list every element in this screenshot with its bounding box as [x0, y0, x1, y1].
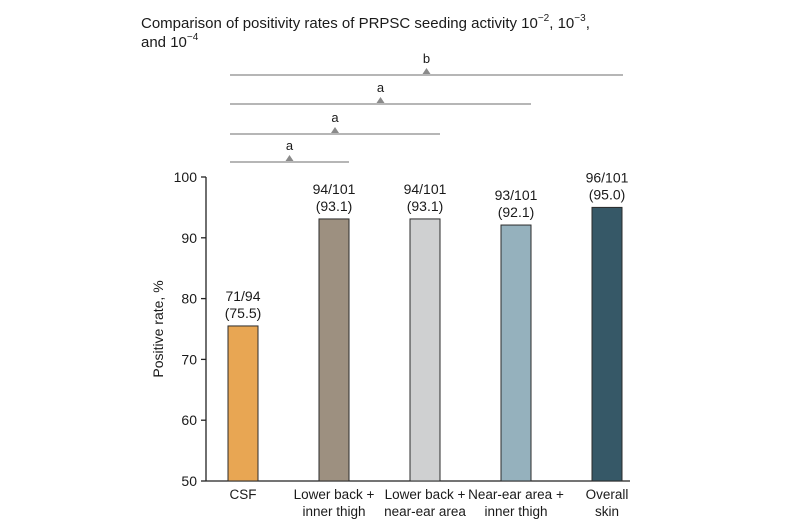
x-category-label: Overall — [586, 487, 629, 502]
comparison-marker-triangle — [285, 155, 294, 161]
x-category-label: skin — [595, 504, 619, 519]
x-category-label: inner thigh — [484, 504, 547, 519]
significance-label: a — [331, 110, 339, 125]
title-text: Comparison of positivity rates of PRPSC … — [141, 15, 538, 32]
title-superscript: −3 — [574, 13, 586, 24]
x-category-label: inner thigh — [302, 504, 365, 519]
y-tick-label: 100 — [174, 169, 198, 185]
title-text: , — [585, 15, 590, 32]
data-label-percent: (93.1) — [407, 198, 444, 214]
significance-label: a — [377, 80, 385, 95]
x-category-label: Near-ear area + — [468, 487, 564, 502]
title-superscript: −4 — [186, 32, 199, 43]
bar — [409, 218, 441, 482]
title-text: , 10 — [549, 15, 575, 32]
comparison-marker-triangle — [331, 127, 339, 133]
data-label-count: 94/101 — [404, 181, 447, 197]
significance-label: a — [286, 138, 294, 153]
data-label-percent: (95.0) — [589, 186, 626, 202]
y-tick-label: 80 — [181, 291, 197, 307]
bar — [591, 206, 623, 482]
x-category-label: near-ear area — [384, 504, 466, 519]
data-label-percent: (75.5) — [225, 305, 262, 321]
comparison-marker-triangle — [376, 97, 385, 103]
x-category-label: Lower back + — [294, 487, 375, 502]
data-label-percent: (93.1) — [316, 198, 353, 214]
bar — [500, 224, 532, 482]
title-text: and 10 — [141, 34, 187, 51]
x-category-label: Lower back + — [385, 487, 466, 502]
data-label-percent: (92.1) — [498, 204, 535, 220]
y-axis-label: Positive rate, % — [150, 280, 166, 377]
bar — [227, 325, 259, 482]
data-label-count: 96/101 — [586, 169, 629, 185]
comparison-marker-triangle — [422, 68, 431, 74]
bar — [318, 218, 350, 482]
y-tick-label: 90 — [181, 230, 197, 246]
data-label-count: 93/101 — [495, 187, 538, 203]
y-tick-label: 70 — [181, 351, 197, 367]
chart-title: Comparison of positivity rates of PRPSC … — [141, 14, 611, 52]
title-superscript: −2 — [537, 13, 550, 24]
data-label-count: 71/94 — [225, 288, 260, 304]
significance-label: b — [423, 51, 430, 66]
x-category-label: CSF — [230, 487, 257, 502]
y-tick-label: 50 — [181, 473, 197, 489]
data-label-count: 94/101 — [313, 181, 356, 197]
y-tick-label: 60 — [181, 412, 197, 428]
